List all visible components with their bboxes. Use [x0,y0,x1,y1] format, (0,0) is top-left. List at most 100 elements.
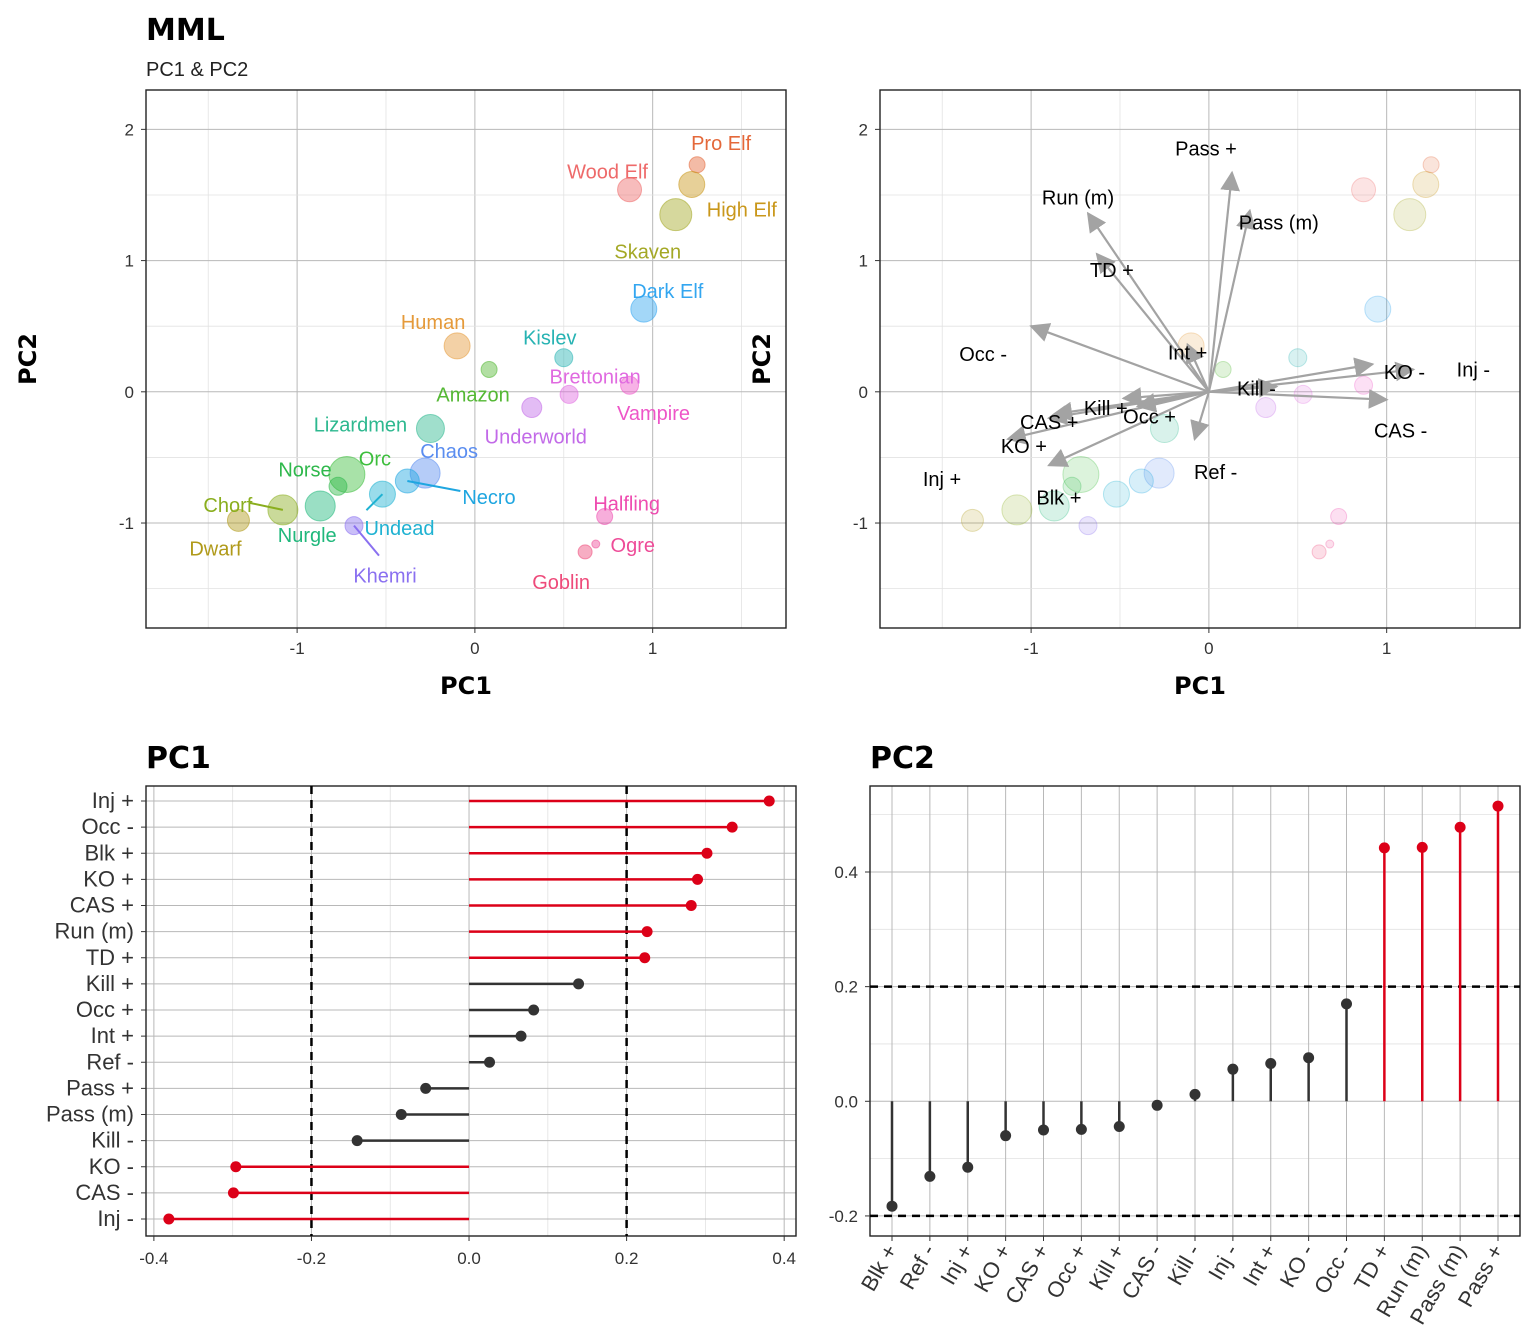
team-label: Halfling [593,493,660,515]
biplot-y-axis-title: PC2 [748,333,776,385]
team-label: Goblin [532,572,590,594]
team-point-brettonian [559,384,579,404]
pc2-category-label: Int + [1238,1240,1281,1290]
scatter-y-tick-label: 2 [125,120,134,139]
pc1-lollipop-point [227,1187,239,1199]
pc2-y-tick-label: 0.4 [834,863,858,882]
biplot-x-tick-label: -1 [1024,639,1039,658]
pc2-y-tick-label: 0.0 [834,1092,858,1111]
pc1-lollipop-point [685,900,697,911]
team-point-lizardmen [415,414,445,444]
scatter-y-tick-label: 1 [125,252,134,271]
biplot-team-point [1422,156,1440,174]
pc1-lollipop-point [163,1213,175,1225]
pc2-lollipop-point [1000,1130,1012,1142]
loading-arrow [1185,342,1210,393]
pc1-category-label: TD + [86,945,134,970]
loading-arrow [1095,252,1210,393]
loading-label: CAS + [1020,412,1078,434]
loading-label: KO - [1384,362,1425,384]
biplot-team-point [1412,170,1440,198]
pc1-category-label: CAS + [70,893,134,918]
loading-label: KO + [1001,436,1047,458]
team-point-chorf [267,494,299,526]
pca-scatter-panel: -1 0 1 -1 0 1 2 PC1 PC2 Pro Elf Wood Elf High Elf Sk… [14,89,787,700]
loading-arrow [1006,390,1210,445]
scatter-x-tick-label: 1 [648,639,657,658]
pc1-lollipop-point [351,1135,363,1147]
biplot-team-point [1311,544,1327,560]
team-label: Undead [364,518,434,540]
pc1-category-label: KO - [89,1154,134,1179]
pc1-category-label: Inj + [92,788,134,813]
pc1-lollipop-point [420,1082,432,1094]
team-label: Dwarf [189,538,242,560]
pc1-x-tick-label: 0.4 [772,1249,796,1268]
team-label: Human [401,312,465,334]
biplot-team-point [1062,476,1082,496]
team-label: Chorf [203,495,252,517]
pc1-category-label: Pass + [66,1075,134,1100]
pc2-lollipop-point [1416,841,1428,853]
loading-arrow [1208,361,1416,393]
loading-label: Kill + [1084,398,1128,420]
loading-label: Int + [1168,343,1207,365]
team-point-goblin [577,544,593,560]
team-label: Pro Elf [691,133,751,155]
loading-arrow [1207,208,1256,393]
pc1-lollipop-point [395,1109,407,1120]
biplot-team-point [1001,494,1033,526]
team-label: Khemri [353,566,416,588]
pc1-lollipop-point [701,847,713,859]
team-leader-line [249,501,284,511]
biplot-team-point [1143,457,1175,489]
team-label: Skaven [614,242,681,264]
figure-title: MML [146,13,225,48]
team-label: Necro [462,487,515,509]
scatter-plot-border [145,89,787,629]
pc2-lollipop-point [1265,1057,1277,1069]
team-label: Amazon [436,384,509,406]
team-label: Nurgle [278,525,337,547]
team-point-vampire [620,375,640,395]
pc1-category-label: Run (m) [55,919,134,944]
biplot-team-point [1288,348,1308,368]
pc2-lollipop-point [1151,1099,1163,1111]
pc1-category-label: Kill - [91,1128,134,1153]
scatter-x-tick-label: -1 [290,639,305,658]
pc1-x-tick-label: -0.4 [139,1249,168,1268]
pc1-x-tick-label: 0.0 [457,1249,481,1268]
loading-label: Occ + [1123,406,1176,428]
pc1-category-label: Int + [91,1023,134,1048]
biplot-team-point [1351,177,1377,203]
team-label: High Elf [707,199,777,221]
pc1-category-label: Occ - [81,814,134,839]
team-label: Kislev [523,328,576,350]
team-label: Norse [278,459,331,481]
loading-arrow [1121,387,1209,407]
pc1-x-tick-label: -0.2 [297,1249,326,1268]
team-leader-line [407,480,461,493]
scatter-plot-background [146,90,786,628]
pc2-lollipop-point [886,1200,898,1212]
pc2-lollipop-point [1038,1124,1049,1136]
pc1-category-label: CAS - [75,1180,134,1205]
pc2-lollipop-point [1113,1121,1125,1133]
pc2-category-label: Kill - [1162,1240,1205,1290]
pc1-category-label: Kill + [86,971,134,996]
biplot-team-point [1102,480,1130,508]
pc2-lollipop-point [924,1170,936,1182]
scatter-y-tick-label: -1 [119,514,134,533]
team-label: Orc [359,448,391,470]
pc1-category-label: Occ + [76,997,134,1022]
team-point-amazon [480,360,498,378]
team-point-pro-elf [688,156,706,174]
pc1-category-label: KO + [83,866,134,891]
biplot-team-point [1393,198,1427,232]
team-point-high-elf [678,170,706,198]
team-label: Dark Elf [632,281,704,303]
team-point-nurgle [304,490,336,522]
team-label: Lizardmen [314,415,407,437]
biplot-team-point [1354,375,1374,395]
